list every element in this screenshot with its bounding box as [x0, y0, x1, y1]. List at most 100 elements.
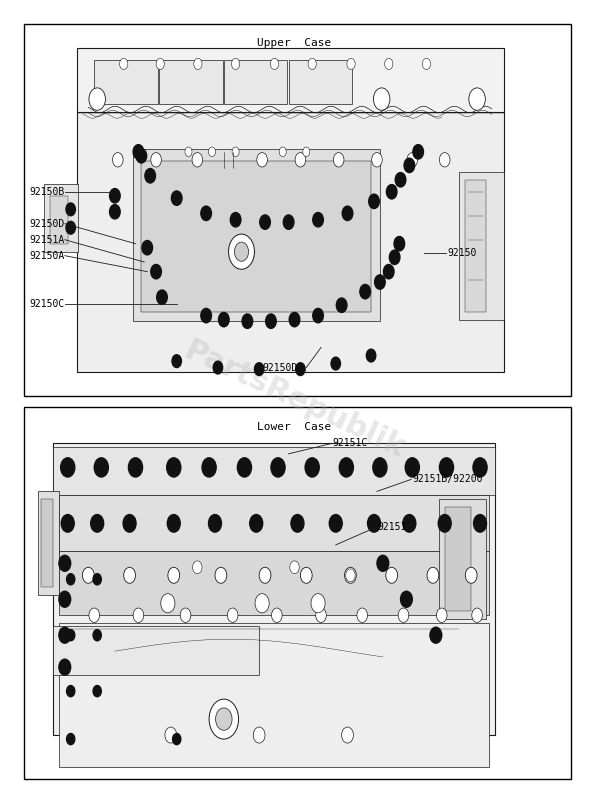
Circle shape — [215, 567, 227, 583]
Circle shape — [271, 458, 285, 477]
Circle shape — [260, 215, 270, 229]
Bar — [439, 499, 486, 619]
Circle shape — [133, 145, 144, 159]
Circle shape — [283, 215, 294, 229]
Bar — [59, 495, 489, 551]
Circle shape — [82, 567, 94, 583]
Bar — [41, 499, 53, 587]
Circle shape — [342, 206, 353, 221]
Circle shape — [213, 361, 223, 374]
Bar — [459, 172, 504, 320]
Circle shape — [373, 458, 387, 477]
Circle shape — [142, 240, 153, 255]
Bar — [59, 551, 489, 615]
Circle shape — [255, 594, 269, 613]
Circle shape — [305, 458, 319, 477]
Circle shape — [439, 153, 450, 167]
Circle shape — [110, 189, 120, 203]
Circle shape — [167, 458, 181, 477]
Circle shape — [66, 203, 75, 216]
Circle shape — [386, 185, 397, 199]
Bar — [77, 112, 504, 372]
Circle shape — [404, 158, 415, 173]
Circle shape — [403, 515, 416, 532]
Circle shape — [295, 153, 306, 167]
Circle shape — [336, 298, 347, 312]
Circle shape — [193, 561, 202, 574]
Circle shape — [383, 264, 394, 279]
Circle shape — [136, 149, 147, 163]
Circle shape — [67, 686, 75, 697]
Circle shape — [59, 627, 71, 643]
Circle shape — [145, 169, 155, 183]
Bar — [24, 24, 571, 396]
Circle shape — [89, 88, 105, 110]
Circle shape — [67, 574, 75, 585]
Circle shape — [254, 363, 264, 376]
Circle shape — [59, 659, 71, 675]
Bar — [50, 196, 68, 244]
Circle shape — [133, 608, 144, 622]
Bar — [465, 180, 486, 312]
Circle shape — [303, 147, 310, 157]
Circle shape — [313, 308, 323, 323]
Circle shape — [66, 221, 75, 234]
Circle shape — [61, 515, 74, 532]
Circle shape — [345, 567, 356, 583]
Circle shape — [112, 153, 123, 167]
Circle shape — [439, 458, 454, 477]
Circle shape — [342, 727, 353, 743]
Circle shape — [375, 275, 385, 289]
Circle shape — [123, 515, 136, 532]
Circle shape — [253, 727, 265, 743]
Circle shape — [110, 205, 120, 219]
Circle shape — [128, 458, 143, 477]
Circle shape — [216, 708, 232, 730]
Bar — [289, 60, 352, 104]
Text: 92150D: 92150D — [262, 363, 297, 372]
Circle shape — [469, 88, 485, 110]
Circle shape — [234, 242, 249, 261]
Text: 92150: 92150 — [448, 248, 477, 258]
Circle shape — [93, 630, 101, 641]
Circle shape — [296, 363, 305, 376]
Bar — [445, 507, 471, 611]
Circle shape — [385, 58, 393, 70]
Circle shape — [272, 608, 282, 622]
Circle shape — [308, 58, 316, 70]
Circle shape — [331, 357, 340, 370]
Circle shape — [291, 515, 304, 532]
Circle shape — [369, 194, 379, 209]
Circle shape — [229, 234, 254, 269]
Text: 92150C: 92150C — [29, 299, 65, 308]
Circle shape — [313, 213, 323, 227]
Circle shape — [398, 608, 409, 622]
Text: 92151A: 92151A — [29, 235, 65, 244]
Circle shape — [89, 608, 100, 622]
Circle shape — [438, 515, 451, 532]
Bar — [53, 447, 495, 495]
Bar — [59, 623, 489, 767]
Circle shape — [209, 699, 239, 739]
Bar — [53, 443, 495, 735]
Circle shape — [157, 290, 167, 304]
Circle shape — [373, 88, 390, 110]
Bar — [133, 149, 380, 321]
Circle shape — [201, 308, 211, 323]
Circle shape — [427, 567, 439, 583]
Circle shape — [257, 153, 267, 167]
Circle shape — [465, 567, 477, 583]
Circle shape — [67, 733, 75, 745]
Circle shape — [394, 237, 405, 251]
Text: 92151B/92200: 92151B/92200 — [412, 475, 483, 484]
Circle shape — [339, 458, 353, 477]
Circle shape — [124, 567, 135, 583]
Circle shape — [168, 567, 180, 583]
Circle shape — [366, 349, 376, 362]
Circle shape — [430, 627, 442, 643]
Bar — [224, 60, 287, 104]
Circle shape — [230, 213, 241, 227]
Circle shape — [316, 608, 326, 622]
Circle shape — [357, 608, 368, 622]
Circle shape — [250, 515, 263, 532]
